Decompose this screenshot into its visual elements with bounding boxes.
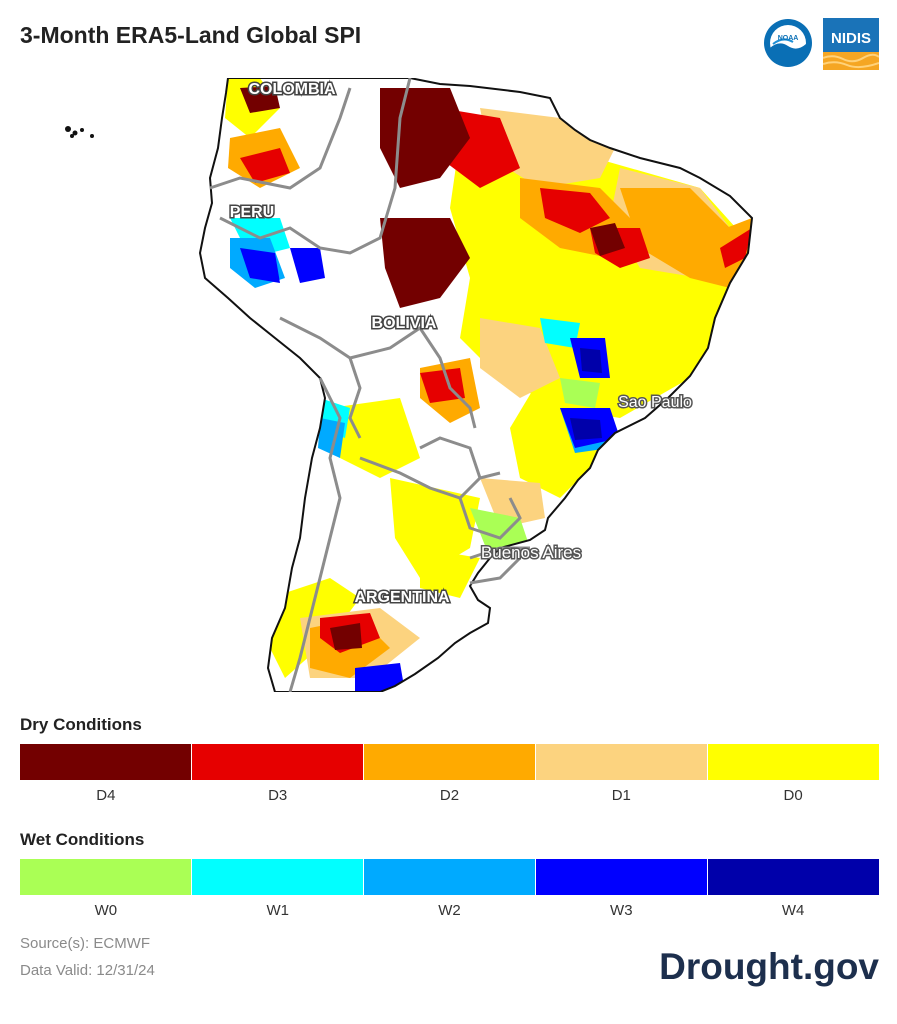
wet-legend-heading: Wet Conditions (20, 830, 145, 849)
label-peru: PERU (230, 204, 274, 221)
islands (65, 126, 94, 138)
label-bolivia: BOLIVIA (372, 315, 437, 332)
label-sao-paulo: Sao Paulo (618, 394, 692, 411)
noaa-logo[interactable]: NOAA (763, 18, 813, 68)
legend-swatch-d1 (536, 744, 708, 780)
page-title: 3-Month ERA5-Land Global SPI (20, 22, 362, 48)
noaa-logo-text: NOAA (778, 35, 799, 42)
legend-label-w4: W4 (781, 902, 805, 919)
label-buenos-aires: Buenos Aires (481, 543, 581, 562)
legend-swatch-w2 (364, 859, 536, 895)
drought-gov-logo[interactable]: Drought.gov (659, 946, 879, 987)
source-text: Source(s): ECMWF (20, 935, 151, 952)
legend-swatch-d2 (364, 744, 536, 780)
data-valid-text: Data Valid: 12/31/24 (20, 962, 155, 979)
legend-swatch-w4 (708, 859, 879, 895)
legend-swatch-w1 (192, 859, 364, 895)
coastline (198, 78, 754, 692)
dry-legend-heading: Dry Conditions (20, 715, 142, 734)
wet-legend-bar (20, 859, 879, 895)
logo-group: NOAA NIDIS (763, 18, 879, 70)
legend-label-w1: W1 (266, 902, 289, 919)
legend-label-w2: W2 (438, 902, 461, 919)
legend-label-d0: D0 (783, 787, 803, 804)
legend-swatch-d0 (708, 744, 879, 780)
legend-swatch-d4 (20, 744, 192, 780)
dry-legend-labels: D4 D3 D2 D1 D0 (20, 787, 879, 804)
legend-swatch-d3 (192, 744, 364, 780)
dry-legend-bar (20, 744, 879, 780)
legend-label-d2: D2 (439, 787, 460, 804)
legend-label-d3: D3 (268, 787, 288, 804)
legend-swatch-w3 (536, 859, 708, 895)
spi-map[interactable]: COLOMBIA PERU BOLIVIA Sao Paulo Buenos A… (0, 78, 897, 692)
legend-label-d4: D4 (96, 787, 116, 804)
wet-legend-labels: W0 W1 W2 W3 W4 (20, 902, 879, 919)
label-argentina: ARGENTINA (354, 589, 450, 606)
legend-label-w3: W3 (610, 902, 633, 919)
nidis-logo-text: NIDIS (831, 30, 871, 47)
country-borders (209, 78, 530, 692)
legend-swatch-w0 (20, 859, 192, 895)
nidis-logo[interactable]: NIDIS (823, 18, 879, 70)
label-colombia: COLOMBIA (248, 81, 336, 98)
legend-label-w0: W0 (94, 902, 118, 919)
legend-label-d1: D1 (611, 787, 631, 804)
